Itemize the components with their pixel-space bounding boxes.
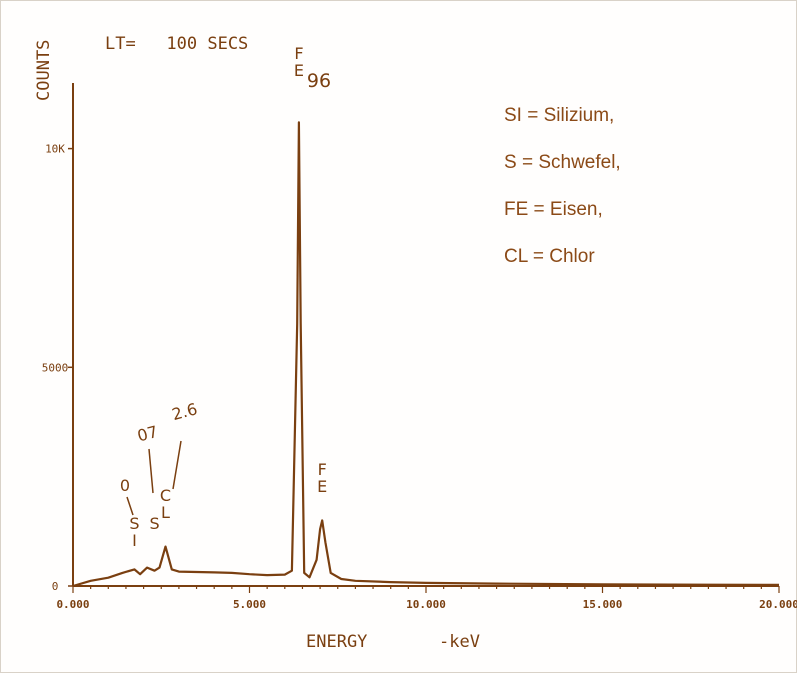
x-axis-unit: -keV bbox=[439, 632, 480, 652]
peak-element-label: S bbox=[149, 514, 159, 533]
y-tick-label: 5000 bbox=[42, 361, 69, 374]
legend-entry: SI = Silizium, bbox=[504, 105, 614, 126]
peak-element-label: S bbox=[129, 514, 139, 533]
peak-element-label: I bbox=[132, 531, 137, 550]
x-ticks: 0.000 5.000 10.000 15.000 20.000 bbox=[56, 586, 797, 611]
peak-element-label: C bbox=[160, 486, 171, 505]
element-legend: SI = Silizium, S = Schwefel, FE = Eisen, CL… bbox=[504, 105, 621, 267]
peak-value-annotation: 0 bbox=[120, 476, 130, 495]
peak-element-label: L bbox=[161, 503, 170, 522]
legend-entry: CL = Chlor bbox=[504, 246, 595, 267]
spectrum-series-line bbox=[72, 121, 780, 588]
peak-leader-line bbox=[172, 440, 182, 490]
x-tick-label: 5.000 bbox=[233, 598, 266, 611]
y-tick-label: 10K bbox=[45, 143, 65, 156]
peak-value-annotation: 2.6 bbox=[170, 399, 200, 424]
legend-entry: S = Schwefel, bbox=[504, 152, 621, 173]
peak-element-label: E bbox=[317, 477, 327, 496]
x-tick-label: 0.000 bbox=[56, 598, 89, 611]
legend-entry: FE = Eisen, bbox=[504, 199, 603, 220]
x-tick-label: 15.000 bbox=[583, 598, 623, 611]
y-tick-label: 0 bbox=[52, 580, 59, 593]
y-ticks: 0 5000 10K bbox=[42, 143, 73, 593]
x-axis-label: ENERGY bbox=[306, 632, 367, 652]
y-axis-label: COUNTS bbox=[34, 40, 54, 101]
x-tick-label: 10.000 bbox=[406, 598, 446, 611]
live-time-header: LT= 100 SECS bbox=[105, 34, 248, 54]
x-tick-label: 20.000 bbox=[759, 598, 797, 611]
peak-element-label: F bbox=[318, 460, 327, 479]
peak-value-annotation: 07 bbox=[135, 422, 160, 446]
peak-element-label: F bbox=[294, 44, 303, 63]
peak-value-annotation: 96 bbox=[307, 70, 331, 92]
peak-leader-line bbox=[148, 448, 154, 494]
peak-leader-line bbox=[126, 496, 134, 516]
peak-element-label: E bbox=[294, 61, 304, 80]
